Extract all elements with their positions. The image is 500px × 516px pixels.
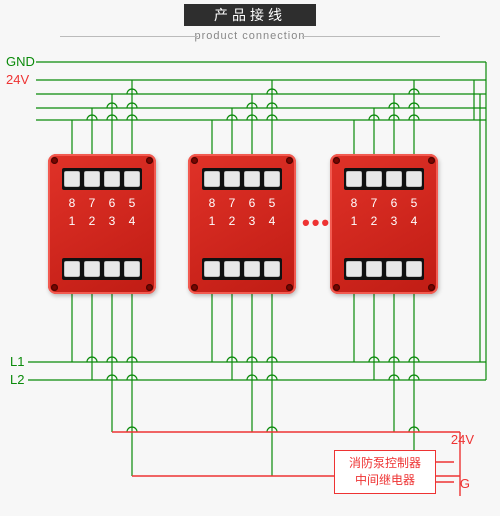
terminal-nums-bot: 1234 <box>62 214 142 228</box>
label-g: G <box>460 477 470 490</box>
terminal-block-top <box>344 168 424 190</box>
terminal-nums-top: 8765 <box>202 196 282 210</box>
module-3: 8765 1234 <box>330 154 438 294</box>
terminal-block-bot <box>344 258 424 280</box>
module-1: 8765 1234 <box>48 154 156 294</box>
terminal-block-top <box>202 168 282 190</box>
label-l2: L2 <box>10 373 24 386</box>
terminal-nums-bot: 1234 <box>344 214 424 228</box>
relay-line2: 中间继电器 <box>337 472 433 489</box>
terminal-block-bot <box>62 258 142 280</box>
terminal-block-bot <box>202 258 282 280</box>
terminal-nums-bot: 1234 <box>202 214 282 228</box>
header-title-cn: 产品接线 <box>184 4 316 26</box>
terminal-nums-top: 8765 <box>62 196 142 210</box>
label-right-24v: 24V <box>451 433 474 446</box>
label-24v: 24V <box>6 73 29 86</box>
header-line-left <box>60 36 198 37</box>
terminal-block-top <box>62 168 142 190</box>
terminal-nums-top: 8765 <box>344 196 424 210</box>
ellipsis-dots: ••• <box>302 210 331 236</box>
header-line-right <box>302 36 440 37</box>
label-gnd: GND <box>6 55 35 68</box>
header: 产品接线 product connection <box>0 0 500 52</box>
label-l1: L1 <box>10 355 24 368</box>
relay-line1: 消防泵控制器 <box>337 455 433 472</box>
module-2: 8765 1234 <box>188 154 296 294</box>
relay-box: 消防泵控制器 中间继电器 <box>334 450 436 494</box>
